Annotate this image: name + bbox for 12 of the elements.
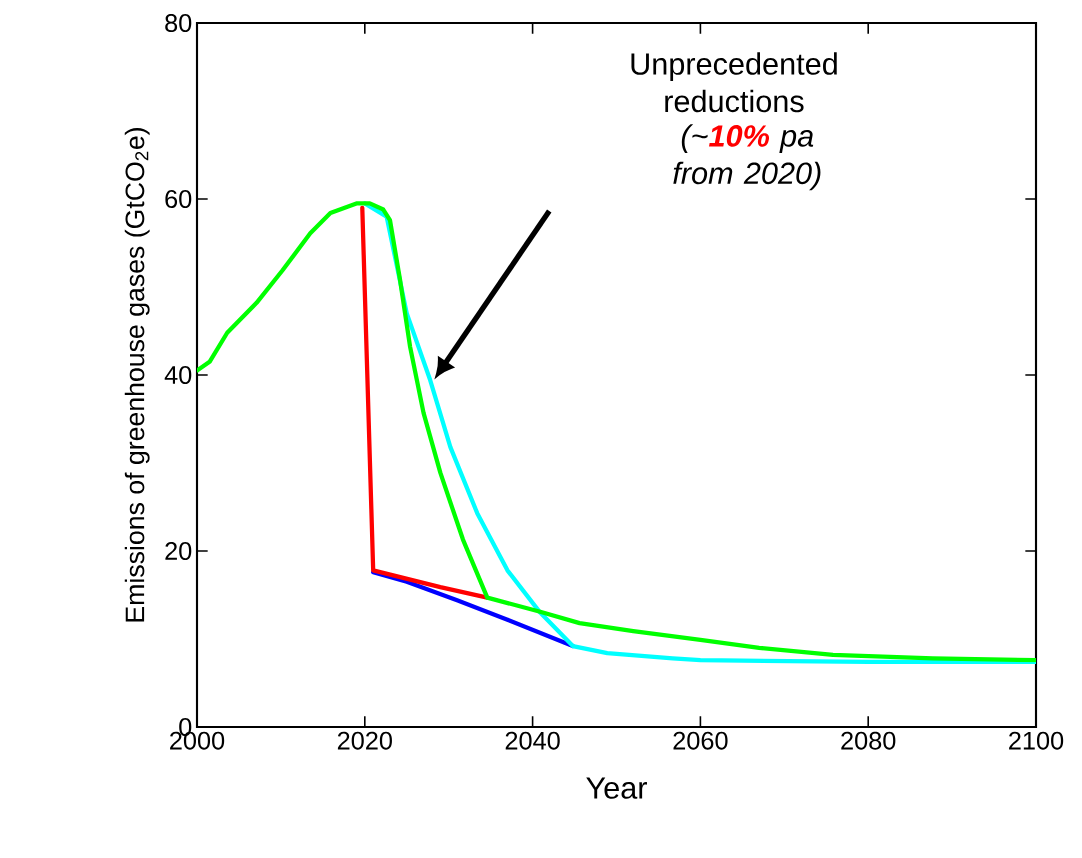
- y-tick-label: 60: [165, 190, 192, 208]
- y-axis-title: Emissions of greenhouse gases (GtCO$_{2}$e): [124, 128, 150, 622]
- y-tick-label: 40: [164, 366, 192, 384]
- y-tick-label: 80: [165, 14, 192, 32]
- x-tick-label: 2080: [841, 731, 896, 750]
- x-tick-label: 2020: [337, 731, 392, 750]
- x-tick-label: 2040: [505, 731, 560, 750]
- annotation: (~10% pa from 2020): [673, 124, 821, 191]
- x-axis-title: Year: [586, 777, 647, 799]
- x-tick-label: 2100: [1009, 731, 1064, 750]
- y-tick-label: 20: [165, 542, 192, 560]
- x-tick-label: 2060: [673, 731, 728, 750]
